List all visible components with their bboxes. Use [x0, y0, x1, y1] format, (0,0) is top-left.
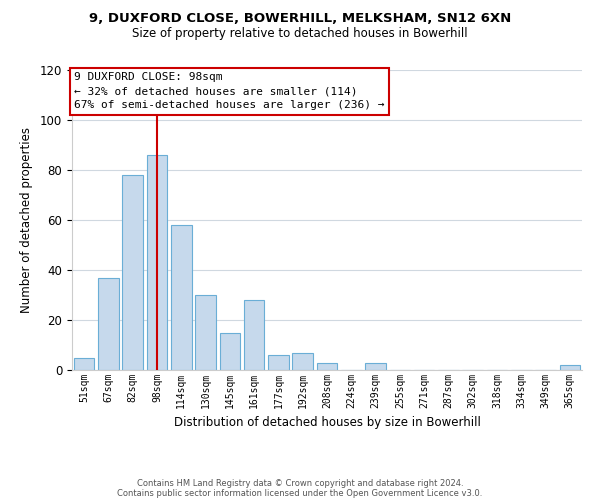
Bar [560, 365, 580, 370]
Bar [146, 155, 167, 370]
Text: Contains HM Land Registry data © Crown copyright and database right 2024.: Contains HM Land Registry data © Crown c… [137, 478, 463, 488]
Text: Contains public sector information licensed under the Open Government Licence v3: Contains public sector information licen… [118, 488, 482, 498]
Bar [171, 225, 191, 370]
Bar [220, 332, 240, 370]
Bar [98, 278, 119, 370]
Text: 9, DUXFORD CLOSE, BOWERHILL, MELKSHAM, SN12 6XN: 9, DUXFORD CLOSE, BOWERHILL, MELKSHAM, S… [89, 12, 511, 26]
Bar [317, 362, 337, 370]
Bar [365, 362, 386, 370]
Bar [74, 358, 94, 370]
X-axis label: Distribution of detached houses by size in Bowerhill: Distribution of detached houses by size … [173, 416, 481, 430]
Bar [244, 300, 265, 370]
Y-axis label: Number of detached properties: Number of detached properties [20, 127, 33, 313]
Bar [195, 295, 216, 370]
Bar [268, 355, 289, 370]
Bar [122, 175, 143, 370]
Bar [292, 352, 313, 370]
Text: Size of property relative to detached houses in Bowerhill: Size of property relative to detached ho… [132, 28, 468, 40]
Text: 9 DUXFORD CLOSE: 98sqm
← 32% of detached houses are smaller (114)
67% of semi-de: 9 DUXFORD CLOSE: 98sqm ← 32% of detached… [74, 72, 385, 110]
